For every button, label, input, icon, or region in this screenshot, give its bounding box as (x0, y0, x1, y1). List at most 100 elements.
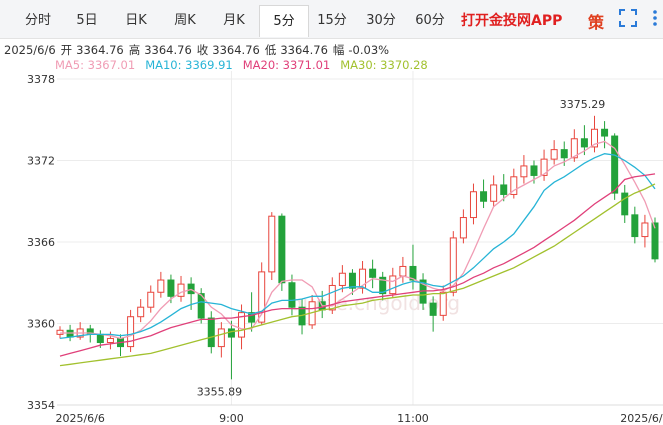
candle-body (177, 283, 185, 297)
candle-body (348, 272, 356, 289)
ma-line (59, 173, 656, 357)
candle-body (157, 279, 165, 293)
candle-body (570, 138, 578, 159)
info-item: 开 3364.76 (61, 43, 124, 57)
x-tick-label: 2025/6/6 (55, 412, 104, 425)
fullscreen-icon[interactable] (619, 9, 637, 27)
tab[interactable]: 分时 (24, 13, 51, 28)
candle-body (106, 337, 114, 344)
candle-body (550, 149, 558, 160)
candle-body (217, 328, 225, 348)
info-value: 3364.76 (76, 43, 124, 57)
candle-body (490, 184, 498, 202)
tab[interactable]: 周K (174, 13, 196, 28)
candle-body (510, 176, 518, 195)
candle-body (137, 306, 145, 318)
y-tick-label: 3378 (27, 73, 55, 86)
candle-body (611, 135, 619, 194)
candle-body (278, 215, 286, 284)
candle-body (601, 128, 609, 137)
extreme-label: 3355.89 (197, 385, 243, 398)
info-key: 收 (196, 43, 209, 57)
y-tick-label: 3354 (27, 399, 55, 412)
candle-body (641, 222, 649, 238)
candle-body (631, 214, 639, 238)
candle-body (459, 217, 467, 239)
candle-body (560, 149, 568, 159)
candle-body (86, 328, 94, 335)
x-tick-label: 9:00 (219, 412, 244, 425)
candle-body (480, 191, 488, 202)
candle-body (288, 282, 296, 308)
candle-body (540, 158, 548, 176)
strategy-button[interactable]: 策 (588, 13, 605, 32)
tab[interactable]: 日K (125, 13, 147, 28)
candle-body (298, 306, 306, 326)
tab-bar: 分时 5日 日K 周K 月K 5分 15分 30分 60分 (0, 0, 663, 39)
ma-line (60, 140, 656, 340)
info-key: 低 (264, 43, 277, 57)
candle-body (621, 192, 629, 216)
candle-body (590, 128, 598, 148)
legend: MA5: 3367.01 MA10: 3369.91 MA20: 3371.01 MA… (55, 58, 438, 72)
more-icon[interactable] (653, 10, 657, 26)
candle-body (207, 317, 215, 348)
candle-body (197, 293, 205, 319)
tab[interactable]: 5分 (259, 5, 309, 37)
info-key: 开 (60, 43, 73, 57)
legend-entry: MA10: 3369.91 (145, 58, 233, 72)
info-item: 高 3364.76 (129, 43, 192, 57)
candle-body (258, 271, 266, 323)
candle-body (318, 301, 326, 311)
candle-body (429, 302, 437, 316)
candle-body (419, 279, 427, 304)
candle-body (338, 272, 346, 286)
info-key: 高 (128, 43, 141, 57)
candle-body (500, 184, 508, 195)
candle-body (56, 329, 64, 335)
info-item: 收 3364.76 (197, 43, 260, 57)
candle-body (399, 265, 407, 277)
tab[interactable]: 5日 (76, 13, 98, 28)
tab[interactable]: 月K (223, 13, 245, 28)
candle-body (127, 316, 135, 348)
toolbar-icons (619, 9, 657, 27)
extreme-label: 3375.29 (560, 98, 606, 111)
tab[interactable]: 15分 (317, 13, 347, 28)
candle-body (520, 165, 528, 178)
candle-body (187, 283, 195, 295)
info-date: 2025/6/6 (4, 43, 56, 57)
candle-body (117, 337, 125, 348)
app-link[interactable]: 打开金投网APP (461, 13, 563, 29)
candle-body (96, 333, 104, 344)
x-tick-label: 11:00 (397, 412, 429, 425)
candle-body (580, 138, 588, 148)
legend-entry: MA20: 3371.01 (242, 58, 331, 72)
legend-entry: MA5: 3367.01 (55, 58, 136, 72)
candle-body (439, 291, 447, 316)
candle-body (530, 165, 538, 176)
candle-body (66, 329, 74, 338)
candle-body (369, 268, 377, 278)
tab[interactable]: 60分 (415, 13, 445, 28)
info-key: 幅 (332, 43, 345, 57)
candle-body (389, 275, 397, 295)
candle-body (379, 276, 387, 295)
info-value: -0.03% (348, 43, 390, 57)
tab[interactable]: 30分 (366, 13, 396, 28)
info-value: 3364.76 (280, 43, 328, 57)
info-value: 3364.76 (212, 43, 260, 57)
candle-body (449, 237, 457, 293)
info-item: 低 3364.76 (265, 43, 328, 57)
y-tick-label: 3366 (27, 236, 55, 249)
info-item: 幅 -0.03% (333, 43, 389, 57)
ma-line (59, 153, 656, 340)
candle-body (238, 312, 246, 338)
candle-body (469, 191, 477, 219)
candle-body (308, 301, 316, 326)
candle-body (76, 328, 84, 338)
watermark: quote.cngold.org (290, 291, 460, 315)
ohlc-info: 2025/6/6 开 3364.76 高 3364.76 收 3364.76 低 3364.76… (4, 42, 394, 58)
candle-body (409, 265, 417, 281)
